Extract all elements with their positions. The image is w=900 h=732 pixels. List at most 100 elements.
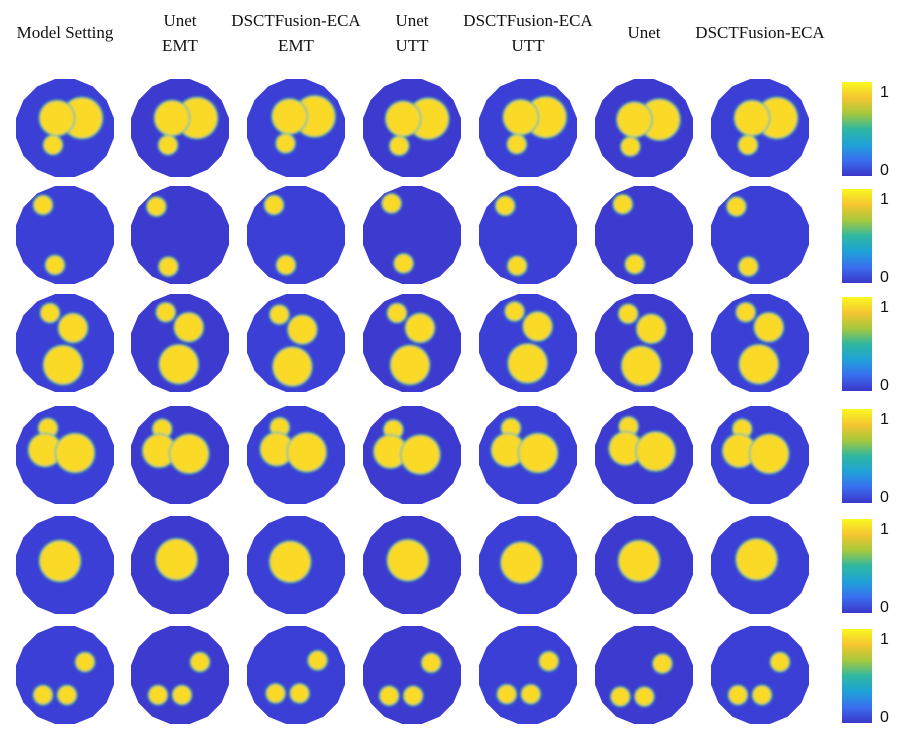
inclusion <box>753 686 771 704</box>
inclusion <box>505 302 524 321</box>
domain-disk <box>479 626 577 724</box>
header-line1: DSCTFusion-ECA <box>463 11 593 30</box>
inclusion <box>155 101 189 135</box>
inclusion <box>44 136 62 154</box>
inclusion <box>191 653 209 671</box>
reconstruction-image <box>128 183 232 287</box>
inclusion <box>739 345 778 384</box>
reconstruction-image <box>13 623 117 727</box>
domain-disk <box>479 186 577 284</box>
reconstruction-image <box>476 403 580 507</box>
colorbar <box>842 297 872 391</box>
reconstruction-image <box>128 623 232 727</box>
inclusion <box>497 685 516 704</box>
header-line1: Model Setting <box>16 23 114 42</box>
colorbar-tick: 1 <box>880 191 889 208</box>
inclusion <box>153 419 172 438</box>
inclusion <box>750 434 789 473</box>
header-line2: UTT <box>511 36 545 55</box>
inclusion <box>156 539 197 580</box>
reconstruction-image <box>128 76 232 180</box>
inclusion <box>739 257 758 276</box>
inclusion <box>625 255 644 274</box>
reconstruction-image <box>592 183 696 287</box>
header-line1: Unet <box>163 11 197 30</box>
inclusion <box>76 653 94 671</box>
inclusion <box>380 686 399 705</box>
inclusion <box>508 344 547 383</box>
inclusion <box>621 137 640 156</box>
colorbar-tick: 1 <box>880 84 889 101</box>
inclusion <box>394 254 413 273</box>
reconstruction-image <box>476 513 580 617</box>
inclusion <box>58 686 76 704</box>
header-line2: EMT <box>278 36 314 55</box>
inclusion <box>149 686 167 704</box>
inclusion <box>273 347 312 386</box>
inclusion <box>496 196 515 215</box>
colorbar <box>842 629 872 723</box>
reconstruction-image <box>244 513 348 617</box>
inclusion <box>290 684 309 703</box>
reconstruction-image <box>708 76 812 180</box>
colorbar-tick: 1 <box>880 299 889 316</box>
inclusion <box>507 135 526 154</box>
inclusion <box>147 197 166 216</box>
inclusion <box>619 304 638 323</box>
inclusion <box>609 432 642 465</box>
inclusion <box>613 195 632 214</box>
inclusion <box>29 434 61 466</box>
inclusion <box>401 435 440 474</box>
reconstruction-image <box>360 291 464 395</box>
inclusion <box>422 653 441 672</box>
header-line1: Unet <box>627 23 661 42</box>
domain-disk <box>711 186 809 284</box>
domain-disk <box>363 626 461 724</box>
colorbar-tick: 0 <box>880 377 889 394</box>
column-header: Unet <box>627 20 660 45</box>
domain-disk <box>131 626 229 724</box>
inclusion <box>503 100 538 135</box>
reconstruction-image <box>360 76 464 180</box>
reconstruction-image <box>13 513 117 617</box>
column-header: Unet UTT <box>395 8 428 58</box>
colorbar <box>842 189 872 283</box>
header-line2: UTT <box>395 36 429 55</box>
reconstruction-image <box>708 291 812 395</box>
reconstruction-image <box>708 623 812 727</box>
domain-disk <box>595 186 693 284</box>
reconstruction-image <box>360 623 464 727</box>
inclusion <box>265 196 283 214</box>
inclusion <box>735 101 769 135</box>
inclusion <box>276 134 295 153</box>
inclusion <box>501 542 542 583</box>
inclusion <box>723 434 756 467</box>
inclusion <box>159 136 177 154</box>
domain-disk <box>363 294 461 392</box>
domain-disk <box>16 626 114 724</box>
reconstruction-image <box>708 403 812 507</box>
colorbar-tick: 0 <box>880 162 889 179</box>
inclusion <box>39 419 57 437</box>
inclusion <box>46 256 64 274</box>
inclusion <box>739 136 757 154</box>
inclusion <box>56 434 94 472</box>
inclusion <box>404 686 423 705</box>
inclusion <box>611 687 630 706</box>
inclusion <box>519 434 557 472</box>
inclusion <box>40 541 80 581</box>
inclusion <box>391 346 429 384</box>
colorbar-tick: 1 <box>880 631 889 648</box>
reconstruction-image <box>476 76 580 180</box>
inclusion <box>636 432 675 471</box>
colorbar <box>842 519 872 613</box>
colorbar-tick: 1 <box>880 411 889 428</box>
reconstruction-image <box>244 403 348 507</box>
inclusion <box>260 433 293 466</box>
inclusion <box>619 541 659 581</box>
inclusion <box>502 419 520 437</box>
inclusion <box>287 433 326 472</box>
domain-disk <box>16 186 114 284</box>
reconstruction-image <box>708 513 812 617</box>
reconstruction-image <box>592 403 696 507</box>
